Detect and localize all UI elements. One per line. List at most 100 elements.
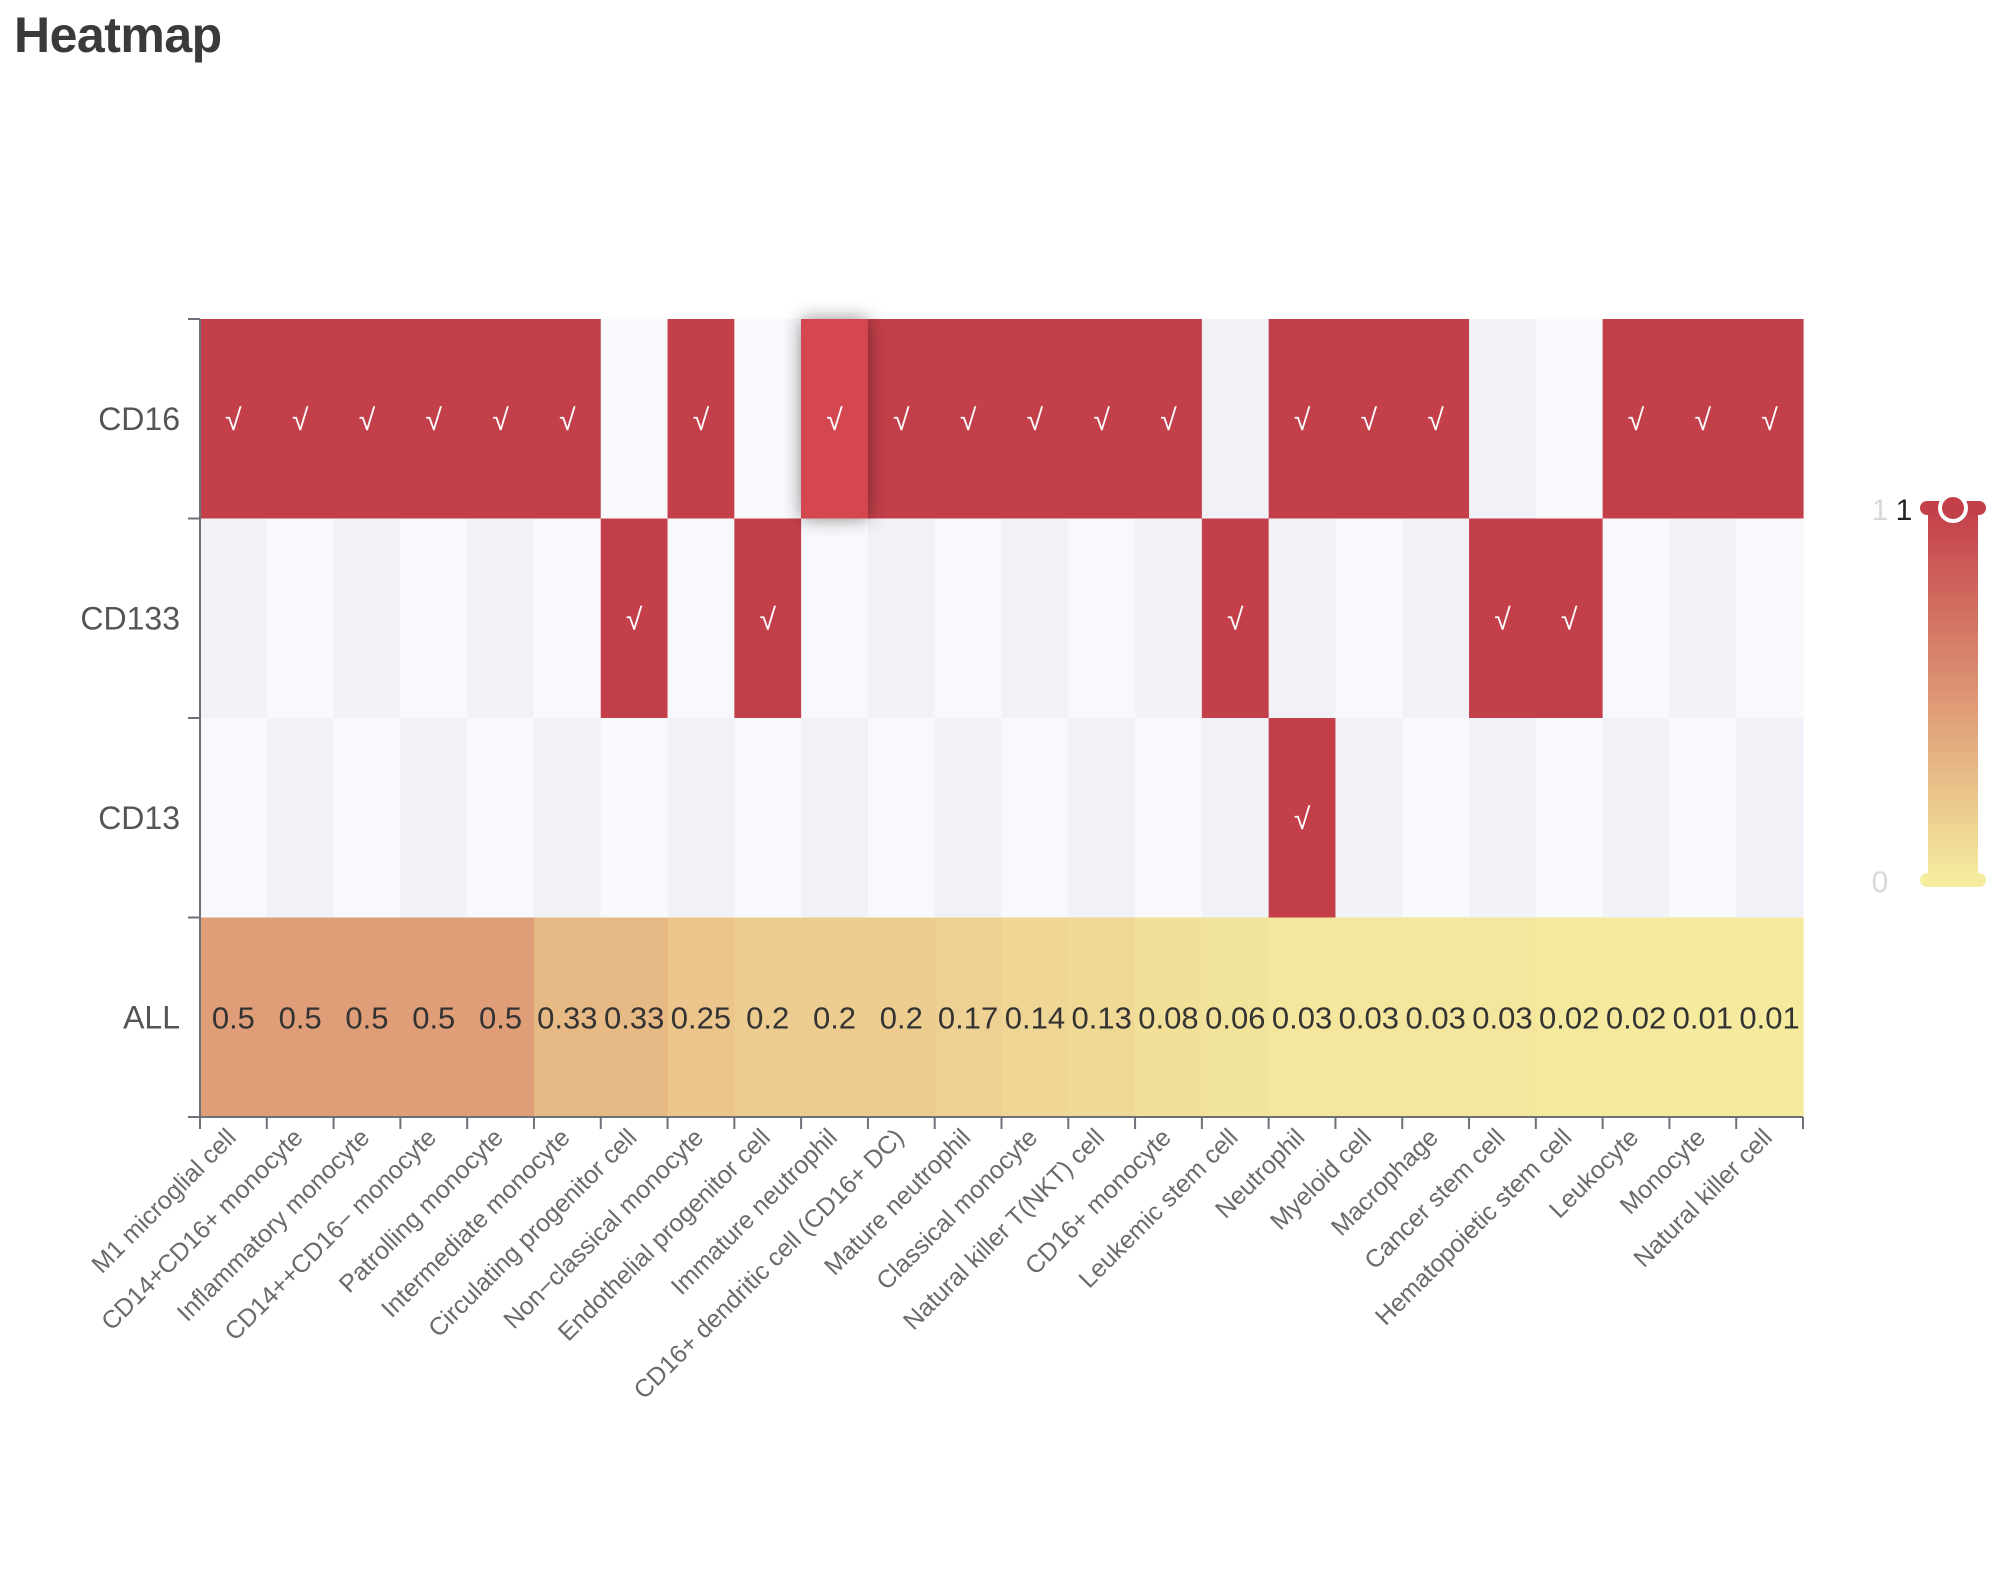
visual-map-handle-knob[interactable]	[1938, 493, 1968, 523]
heatmap-cell-cd13-endothelial-progenitor-cell[interactable]	[734, 718, 802, 919]
heatmap-cell-cd16-endothelial-progenitor-cell[interactable]	[734, 319, 802, 520]
heatmap-cell-cd16-non-classical-monocyte[interactable]	[667, 319, 735, 520]
heatmap-cell-all-classical-monocyte[interactable]	[1001, 917, 1069, 1118]
heatmap-cell-cd16-cd16-monocyte[interactable]	[1135, 319, 1203, 520]
heatmap-cell-all-non-classical-monocyte[interactable]	[667, 917, 735, 1118]
heatmap-cell-all-cancer-stem-cell[interactable]	[1469, 917, 1537, 1118]
heatmap-cell-all-circulating-progenitor-cell[interactable]	[600, 917, 669, 1118]
heatmap-cell-cd13-leukemic-stem-cell[interactable]	[1201, 718, 1270, 919]
heatmap-cell-cd13-inflammatory-monocyte[interactable]	[333, 718, 401, 919]
heatmap-cell-cd13-immature-neutrophil[interactable]	[801, 718, 869, 919]
heatmap-cell-cd16-cd14-cd16-monocyte[interactable]	[400, 319, 468, 520]
heatmap-cell-cd13-circulating-progenitor-cell[interactable]	[600, 718, 669, 919]
heatmap-cell-cd13-patrolling-monocyte[interactable]	[467, 718, 535, 919]
heatmap-cell-cd133-cd14-cd16-monocyte[interactable]	[266, 518, 335, 719]
heatmap-cell-all-natural-killer-cell[interactable]	[1736, 917, 1804, 1118]
heatmap-cell-cd16-cd16-dendritic-cell-cd16-dc[interactable]	[867, 319, 936, 520]
heatmap-cell-cd16-classical-monocyte[interactable]	[1001, 319, 1069, 520]
heatmap-cell-cd16-cd14-cd16-monocyte[interactable]	[266, 319, 335, 520]
heatmap-cell-cd133-cd16-dendritic-cell-cd16-dc[interactable]	[867, 518, 936, 719]
heatmap-cell-cd133-non-classical-monocyte[interactable]	[667, 518, 735, 719]
heatmap-cell-cd133-mature-neutrophil[interactable]	[934, 518, 1003, 719]
heatmap-cell-all-mature-neutrophil[interactable]	[934, 917, 1003, 1118]
heatmap-cell-cd16-leukemic-stem-cell[interactable]	[1201, 319, 1270, 520]
heatmap-cell-cd133-leukemic-stem-cell[interactable]	[1201, 518, 1270, 719]
heatmap-cell-cd13-m1-microglial-cell[interactable]	[200, 718, 268, 919]
heatmap-cell-all-immature-neutrophil[interactable]	[801, 917, 869, 1118]
heatmap-cell-cd13-monocyte[interactable]	[1669, 718, 1737, 919]
heatmap-cell-all-intermediate-monocyte[interactable]	[533, 917, 602, 1118]
heatmap-cell-cd13-non-classical-monocyte[interactable]	[667, 718, 735, 919]
heatmap-cell-cd133-monocyte[interactable]	[1669, 518, 1737, 719]
heatmap-cell-cd16-macrophage[interactable]	[1402, 319, 1470, 520]
visual-map[interactable]: 1 1 0	[1872, 493, 1986, 899]
heatmap-cell-all-hematopoietic-stem-cell[interactable]	[1535, 917, 1604, 1118]
heatmap-cell-cd133-natural-killer-t-nkt-cell[interactable]	[1068, 518, 1136, 719]
heatmap-cell-cd16-cancer-stem-cell[interactable]	[1469, 319, 1537, 520]
heatmap-cell-all-cd14-cd16-monocyte[interactable]	[400, 917, 468, 1118]
heatmap-cell-cd133-cancer-stem-cell[interactable]	[1469, 518, 1537, 719]
heatmap-cell-cd13-hematopoietic-stem-cell[interactable]	[1535, 718, 1604, 919]
heatmap-cell-cd16-m1-microglial-cell[interactable]	[200, 319, 268, 520]
heatmap-cell-cd13-macrophage[interactable]	[1402, 718, 1470, 919]
heatmap-cell-cd133-intermediate-monocyte[interactable]	[533, 518, 602, 719]
heatmap-cell-all-cd16-monocyte[interactable]	[1135, 917, 1203, 1118]
heatmap-cell-cd16-inflammatory-monocyte[interactable]	[333, 319, 401, 520]
heatmap-cell-cd13-classical-monocyte[interactable]	[1001, 718, 1069, 919]
heatmap-cell-cd13-leukocyte[interactable]	[1602, 718, 1671, 919]
heatmap-cell-all-patrolling-monocyte[interactable]	[467, 917, 535, 1118]
heatmap-cell-cd133-circulating-progenitor-cell[interactable]	[600, 518, 669, 719]
heatmap-cell-cd133-cd14-cd16-monocyte[interactable]	[400, 518, 468, 719]
heatmap-cell-all-m1-microglial-cell[interactable]	[200, 917, 268, 1118]
heatmap-cell-cd13-intermediate-monocyte[interactable]	[533, 718, 602, 919]
visual-map-bottom-handle[interactable]	[1920, 873, 1986, 887]
heatmap-cell-cd16-natural-killer-t-nkt-cell[interactable]	[1068, 319, 1136, 520]
heatmap-cell-cd13-cd16-dendritic-cell-cd16-dc[interactable]	[867, 718, 936, 919]
heatmap-cell-all-inflammatory-monocyte[interactable]	[333, 917, 401, 1118]
heatmap-cell-cd16-natural-killer-cell[interactable]	[1736, 319, 1804, 520]
heatmap-cell-cd133-hematopoietic-stem-cell[interactable]	[1535, 518, 1604, 719]
heatmap-cell-cd16-hematopoietic-stem-cell[interactable]	[1535, 319, 1604, 520]
heatmap-cell-cd16-monocyte[interactable]	[1669, 319, 1737, 520]
visual-map-bar[interactable]	[1928, 508, 1978, 880]
heatmap-cell-cd133-patrolling-monocyte[interactable]	[467, 518, 535, 719]
highlighted-cell[interactable]	[801, 319, 868, 519]
heatmap-cell-all-natural-killer-t-nkt-cell[interactable]	[1068, 917, 1136, 1118]
heatmap-cell-cd13-cd14-cd16-monocyte[interactable]	[400, 718, 468, 919]
heatmap-cell-cd133-m1-microglial-cell[interactable]	[200, 518, 268, 719]
heatmap-cell-all-cd16-dendritic-cell-cd16-dc[interactable]	[867, 917, 936, 1118]
heatmap-cell-all-endothelial-progenitor-cell[interactable]	[734, 917, 802, 1118]
heatmap-cell-cd16-mature-neutrophil[interactable]	[934, 319, 1003, 520]
heatmap-cell-cd133-natural-killer-cell[interactable]	[1736, 518, 1804, 719]
heatmap-cell-cd13-neutrophil[interactable]	[1268, 718, 1337, 919]
heatmap-cell-cd13-natural-killer-t-nkt-cell[interactable]	[1068, 718, 1136, 919]
heatmap-cell-all-macrophage[interactable]	[1402, 917, 1470, 1118]
heatmap-cell-all-neutrophil[interactable]	[1268, 917, 1337, 1118]
heatmap-cell-cd133-neutrophil[interactable]	[1268, 518, 1337, 719]
heatmap-cell-cd13-mature-neutrophil[interactable]	[934, 718, 1003, 919]
heatmap-cell-all-leukemic-stem-cell[interactable]	[1201, 917, 1270, 1118]
heatmap-cell-all-myeloid-cell[interactable]	[1335, 917, 1403, 1118]
heatmap-cell-cd133-myeloid-cell[interactable]	[1335, 518, 1403, 719]
heatmap-cell-cd133-inflammatory-monocyte[interactable]	[333, 518, 401, 719]
heatmap-cell-cd133-leukocyte[interactable]	[1602, 518, 1671, 719]
heatmap-cell-cd133-classical-monocyte[interactable]	[1001, 518, 1069, 719]
heatmap-cell-cd133-immature-neutrophil[interactable]	[801, 518, 869, 719]
heatmap-cell-cd13-cancer-stem-cell[interactable]	[1469, 718, 1537, 919]
heatmap-cell-cd16-intermediate-monocyte[interactable]	[533, 319, 602, 520]
heatmap-cell-cd13-cd16-monocyte[interactable]	[1135, 718, 1203, 919]
heatmap-cell-cd133-macrophage[interactable]	[1402, 518, 1470, 719]
heatmap-cell-cd13-cd14-cd16-monocyte[interactable]	[266, 718, 335, 919]
heatmap-cell-cd133-cd16-monocyte[interactable]	[1135, 518, 1203, 719]
heatmap-cell-cd16-leukocyte[interactable]	[1602, 319, 1671, 520]
heatmap-cell-all-monocyte[interactable]	[1669, 917, 1737, 1118]
heatmap-cell-cd16-neutrophil[interactable]	[1268, 319, 1337, 520]
heatmap-cell-cd16-myeloid-cell[interactable]	[1335, 319, 1403, 520]
heatmap-cell-all-leukocyte[interactable]	[1602, 917, 1671, 1118]
heatmap-cell-all-cd14-cd16-monocyte[interactable]	[266, 917, 335, 1118]
heatmap-cell-cd13-myeloid-cell[interactable]	[1335, 718, 1403, 919]
heatmap-cell-cd16-circulating-progenitor-cell[interactable]	[600, 319, 669, 520]
heatmap-cell-cd133-endothelial-progenitor-cell[interactable]	[734, 518, 802, 719]
heatmap-cell-cd16-patrolling-monocyte[interactable]	[467, 319, 535, 520]
heatmap-cell-cd13-natural-killer-cell[interactable]	[1736, 718, 1804, 919]
